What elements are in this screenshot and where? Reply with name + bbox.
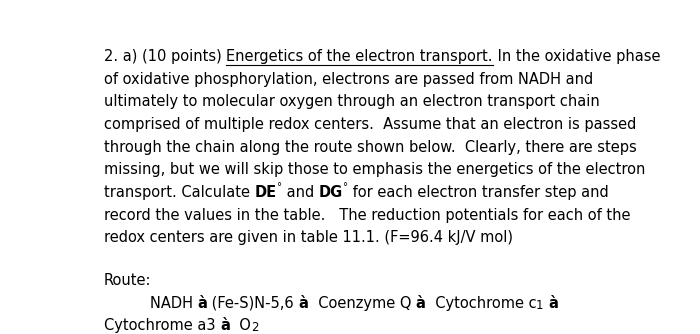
Text: NADH: NADH [150, 296, 197, 311]
Text: through the chain along the route shown below.  Clearly, there are steps: through the chain along the route shown … [104, 140, 636, 155]
Text: DE: DE [254, 185, 276, 200]
Text: Cytochrome a3: Cytochrome a3 [104, 318, 220, 333]
Text: O: O [230, 318, 251, 333]
Text: and: and [281, 185, 318, 200]
Text: missing, but we will skip those to emphasis the energetics of the electron: missing, but we will skip those to empha… [104, 162, 645, 177]
Text: (Fe-S)N-5,6: (Fe-S)N-5,6 [207, 296, 299, 311]
Text: record the values in the table.   The reduction potentials for each of the: record the values in the table. The redu… [104, 207, 630, 222]
Text: transport. Calculate: transport. Calculate [104, 185, 254, 200]
Text: ultimately to molecular oxygen through an electron transport chain: ultimately to molecular oxygen through a… [104, 94, 599, 109]
Text: In the oxidative phase: In the oxidative phase [493, 49, 660, 64]
Text: for each electron transfer step and: for each electron transfer step and [348, 185, 608, 200]
Text: 2: 2 [251, 322, 258, 334]
Text: à: à [548, 296, 558, 311]
Text: Route:: Route: [104, 273, 151, 288]
Text: redox centers are given in table 11.1. (F=96.4 kJ/V mol): redox centers are given in table 11.1. (… [104, 230, 513, 245]
Text: Cytochrome c: Cytochrome c [426, 296, 536, 311]
Text: à: à [197, 296, 207, 311]
Text: à: à [220, 318, 230, 333]
Text: of oxidative phosphorylation, electrons are passed from NADH and: of oxidative phosphorylation, electrons … [104, 72, 593, 87]
Text: 1: 1 [536, 299, 544, 312]
Text: à: à [299, 296, 309, 311]
Text: DG: DG [318, 185, 343, 200]
Text: 2. a) (10 points): 2. a) (10 points) [104, 49, 226, 64]
Text: comprised of multiple redox centers.  Assume that an electron is passed: comprised of multiple redox centers. Ass… [104, 117, 636, 132]
Text: à: à [416, 296, 426, 311]
Text: °: ° [276, 182, 281, 192]
Text: °: ° [343, 182, 348, 192]
Text: Coenzyme Q: Coenzyme Q [309, 296, 416, 311]
Text: Energetics of the electron transport.: Energetics of the electron transport. [226, 49, 493, 64]
